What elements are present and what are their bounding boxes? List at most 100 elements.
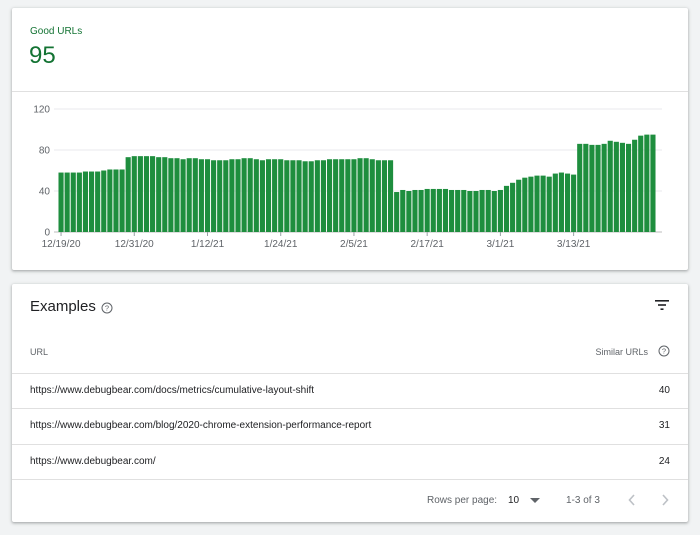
bar (473, 191, 479, 232)
bar (650, 134, 656, 232)
row-similar-count: 31 (658, 420, 670, 431)
y-tick-label: 40 (39, 187, 51, 198)
bar (522, 177, 528, 232)
bar (278, 159, 284, 232)
filter-icon[interactable] (654, 298, 670, 312)
chevron-right-icon (662, 494, 669, 506)
y-tick-label: 120 (33, 105, 50, 116)
x-tick-label: 2/5/21 (340, 239, 368, 250)
bar (467, 191, 473, 232)
bar (223, 160, 229, 232)
metric-value: 95 (29, 42, 56, 69)
bar (381, 160, 388, 232)
bar (345, 159, 351, 232)
previous-page-button[interactable] (620, 488, 644, 512)
bar (58, 172, 64, 232)
bar (424, 188, 430, 232)
bar (375, 160, 381, 232)
bar (168, 158, 174, 232)
y-tick-label: 0 (44, 228, 50, 239)
bar (412, 189, 418, 232)
bar (211, 160, 217, 232)
bar (192, 158, 198, 232)
rows-per-page-label: Rows per page: (427, 495, 498, 506)
bar (528, 176, 534, 232)
bar (497, 189, 503, 232)
next-page-button[interactable] (653, 488, 677, 512)
bar (625, 143, 632, 232)
bar (119, 169, 125, 232)
column-header-url: URL (30, 347, 49, 357)
bar (540, 175, 546, 232)
bar (418, 189, 424, 232)
rows-per-page-value: 10 (508, 495, 520, 506)
bar (131, 156, 137, 232)
rows-per-page-select[interactable]: 10 (506, 492, 542, 510)
y-tick-label: 80 (39, 146, 51, 157)
pagination-range: 1-3 of 3 (566, 495, 600, 506)
bar (253, 159, 259, 232)
x-tick-label: 2/17/21 (410, 239, 444, 250)
bar (351, 159, 357, 232)
help-circle-icon[interactable]: ? (101, 302, 113, 314)
bar (552, 173, 558, 232)
metric-label: Good URLs (30, 26, 83, 37)
bar (436, 188, 442, 232)
chart-divider (12, 91, 688, 92)
bar (607, 140, 613, 232)
bar (461, 189, 467, 232)
bar (613, 141, 619, 232)
bar (400, 189, 406, 232)
column-header-similar-urls[interactable]: Similar URLs (595, 347, 648, 357)
bar (198, 159, 204, 232)
bar (204, 159, 211, 232)
bar (296, 160, 302, 232)
examples-card: Examples ? URL Similar URLs ? https://ww… (12, 284, 688, 522)
bar (638, 135, 644, 232)
bar (442, 188, 449, 232)
bar (583, 143, 589, 232)
svg-text:?: ? (662, 347, 666, 356)
bar (290, 160, 296, 232)
bar (70, 172, 76, 232)
bar (394, 192, 400, 232)
x-tick-label: 3/1/21 (486, 239, 514, 250)
bar (229, 159, 235, 232)
bar (186, 158, 192, 232)
bar (619, 142, 626, 232)
bar (406, 191, 412, 232)
similar-urls-help-icon[interactable]: ? (658, 345, 670, 357)
bar (101, 170, 107, 232)
x-tick-label: 12/31/20 (115, 239, 154, 250)
bar (430, 188, 436, 232)
bar (369, 159, 375, 232)
table-row[interactable]: https://www.debugbear.com/blog/2020-chro… (12, 408, 688, 444)
bar (320, 160, 327, 232)
bar (491, 191, 497, 232)
bar (156, 157, 162, 232)
bar (357, 158, 363, 232)
svg-text:?: ? (105, 304, 109, 313)
row-similar-count: 40 (658, 385, 670, 396)
row-url: https://www.debugbear.com/ (30, 456, 156, 467)
bar (217, 160, 223, 232)
bar-chart: 0 40 80 120 12/19/20 12/31/20 1/12/21 1/24/21 2/… (33, 105, 662, 250)
bar (577, 143, 583, 232)
bar (247, 158, 253, 232)
bar (107, 169, 113, 232)
bar (601, 143, 607, 232)
bar (125, 157, 131, 232)
row-similar-count: 24 (658, 456, 670, 467)
bar (479, 189, 485, 232)
bar (235, 159, 241, 232)
bar (333, 159, 339, 232)
table-row[interactable]: https://www.debugbear.com/docs/metrics/c… (12, 373, 688, 409)
bar (510, 182, 516, 232)
table-row[interactable]: https://www.debugbear.com/ 24 (12, 444, 688, 480)
bar (546, 176, 552, 232)
row-url: https://www.debugbear.com/blog/2020-chro… (30, 420, 372, 431)
bar (113, 169, 119, 232)
bar (326, 159, 333, 232)
bar (589, 144, 595, 232)
x-tick-label: 1/12/21 (191, 239, 225, 250)
